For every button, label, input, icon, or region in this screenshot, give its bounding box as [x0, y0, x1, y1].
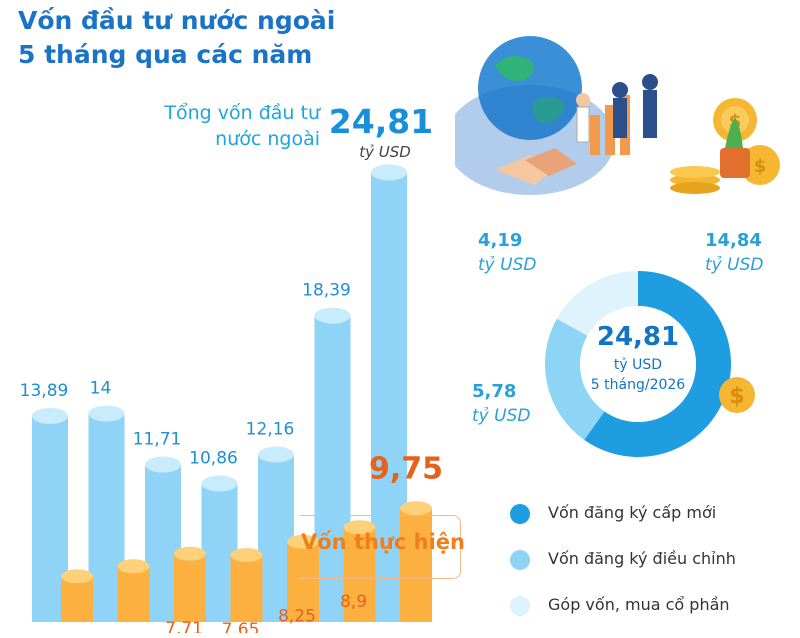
donut-unit-adjusted: tỷ USD — [472, 406, 531, 426]
registered-value-label: 18,39 — [302, 281, 351, 301]
implemented-bar — [400, 508, 432, 622]
implemented-bar-top — [61, 569, 93, 584]
investment-illustration: $ $ — [455, 36, 780, 195]
registered-bar-top — [145, 456, 181, 473]
donut-label-adjusted: 5,78 tỷ USD — [472, 380, 572, 428]
legend-label-adjusted: Vốn đăng ký điều chỉnh — [548, 549, 736, 568]
implemented-value-label: 7,71 — [165, 619, 203, 633]
total-label: Tổng vốn đầu tư nước ngoài — [130, 100, 320, 152]
implemented-bar — [287, 541, 319, 622]
implemented-bar — [61, 576, 93, 622]
dollar-coin-icon — [719, 377, 755, 413]
legend-label-contribution: Góp vốn, mua cổ phần — [548, 595, 730, 614]
donut-label-new: 14,84 tỷ USD — [705, 229, 800, 277]
implemented-bar-top — [343, 520, 376, 535]
implemented-bar-top — [230, 548, 263, 563]
registered-value-label: 13,89 — [20, 381, 69, 401]
donut-slice-adjusted — [545, 318, 605, 440]
registered-bar-top — [201, 475, 238, 492]
registered-bar-top — [314, 307, 351, 324]
implemented-bar-top — [400, 501, 432, 516]
registered-value-label: 14 — [90, 378, 112, 398]
donut-unit-new: tỷ USD — [705, 255, 764, 275]
total-value: 24,81 — [328, 102, 434, 141]
legend-label-new: Vốn đăng ký cấp mới — [548, 503, 717, 522]
chart-title-line2: 5 tháng qua các năm — [18, 40, 313, 69]
registered-value-label: 10,86 — [189, 449, 238, 469]
donut-slice-new — [584, 271, 731, 458]
implemented-bar-top — [117, 559, 150, 574]
implemented-bar-top — [174, 546, 206, 561]
donut-value-adjusted: 5,78 — [472, 381, 517, 402]
legend-swatch-adjusted — [510, 550, 530, 570]
donut-value-new: 14,84 — [705, 230, 762, 251]
donut-slice-contribution — [556, 271, 638, 336]
implemented-value-label: 7,15 — [109, 631, 147, 633]
implemented-value-label: 7,65 — [222, 620, 260, 633]
registered-bar-top — [32, 407, 68, 424]
total-label-line1: Tổng vốn đầu tư — [164, 102, 320, 124]
registered-bar-top — [258, 446, 294, 463]
implemented-bar — [230, 555, 263, 622]
dollar-sign-glyph: $ — [729, 384, 744, 409]
callout-frame — [300, 515, 461, 579]
donut-center-period: 5 tháng/2026 — [590, 377, 686, 393]
implemented-value-label: 8,25 — [278, 607, 316, 627]
donut-value-contribution: 4,19 — [478, 230, 523, 251]
total-label-line2: nước ngoài — [215, 128, 320, 150]
legend-swatch-contribution — [510, 596, 530, 616]
implemented-bar — [117, 566, 150, 622]
implemented-callout-label: Vốn thực hiện — [301, 530, 465, 554]
svg-text:$: $ — [754, 156, 767, 177]
registered-value-label: 11,71 — [133, 430, 182, 450]
donut-center-unit: tỷ USD — [613, 357, 663, 373]
registered-bar-top — [371, 164, 407, 181]
implemented-bar — [174, 553, 206, 622]
legend-swatch-new — [510, 504, 530, 524]
registered-bar-top — [88, 405, 125, 422]
implemented-bar-top — [287, 534, 319, 549]
donut-label-contribution: 4,19 tỷ USD — [478, 229, 578, 277]
implemented-value-label: 9,75 — [369, 451, 443, 486]
donut-hole — [580, 306, 696, 422]
total-unit: tỷ USD — [359, 143, 411, 161]
chart-title-line1: Vốn đầu tư nước ngoài — [18, 6, 336, 35]
registered-value-label: 12,16 — [246, 420, 295, 440]
implemented-value-label: 8,9 — [340, 592, 367, 612]
implemented-bar — [343, 527, 376, 622]
donut-center-value: 24,81 — [596, 322, 680, 352]
donut-unit-contribution: tỷ USD — [478, 255, 537, 275]
